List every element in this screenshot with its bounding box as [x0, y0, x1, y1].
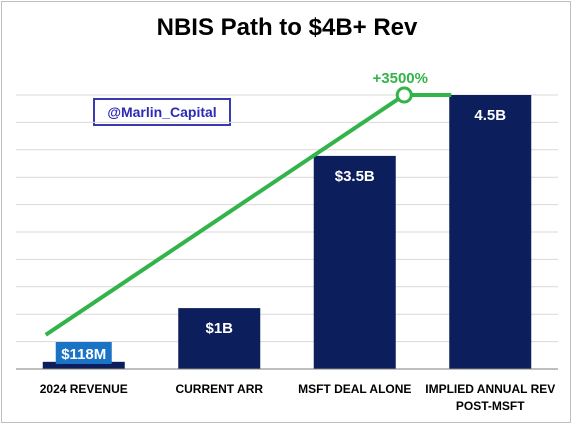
category-label: 2024 REVENUE [40, 382, 128, 396]
data-label: $118M [61, 346, 106, 363]
category-labels: 2024 REVENUE CURRENT ARR MSFT DEAL ALONE IM… [40, 382, 556, 413]
growth-label: +3500% [373, 70, 428, 87]
bars: $118M $1B $3.5B 4.5B [42, 95, 532, 369]
data-label: $3.5B [335, 168, 375, 185]
trend-line-group: +3500% [44, 70, 452, 337]
category-label: CURRENT ARR [175, 382, 263, 396]
bar [178, 308, 261, 369]
data-label: $1B [205, 320, 233, 337]
trend-marker [395, 86, 413, 104]
data-label-background [55, 342, 112, 364]
bar [42, 361, 125, 369]
watermark-label: @Marlin_Capital [93, 98, 231, 126]
category-label: POST-MSFT [456, 399, 525, 413]
category-label: MSFT DEAL ALONE [298, 382, 411, 396]
bar [313, 155, 396, 369]
chart-title: NBIS Path to $4B+ Rev [156, 14, 418, 41]
data-label: 4.5B [474, 107, 506, 124]
bar [449, 95, 532, 369]
category-label: IMPLIED ANNUAL REV [425, 382, 555, 396]
